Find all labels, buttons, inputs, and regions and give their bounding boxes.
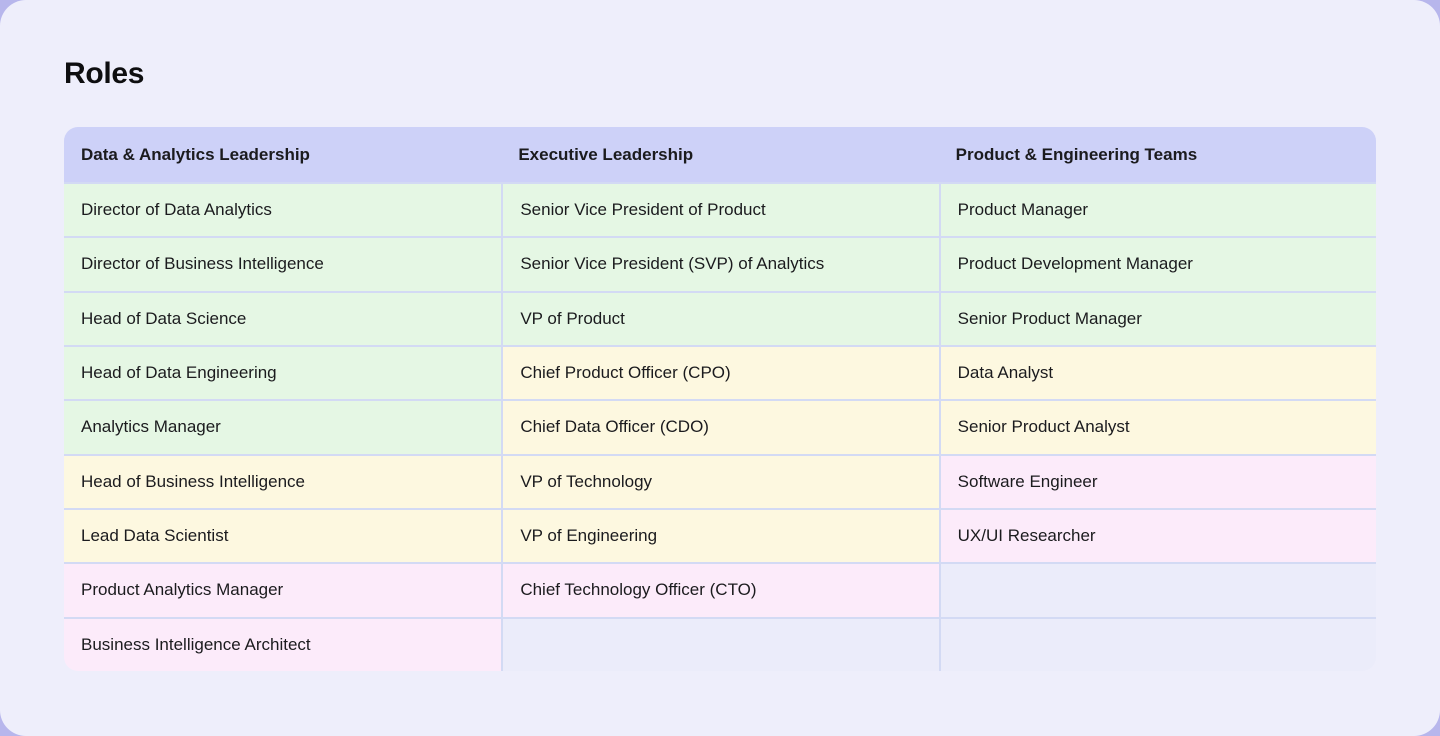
table-cell: Head of Business Intelligence [64, 453, 502, 508]
table-cell: Software Engineer [938, 453, 1376, 508]
table-row: Analytics Manager Chief Data Officer (CDO… [64, 399, 1376, 454]
table-cell: Senior Vice President (SVP) of Analytics [501, 236, 939, 291]
table-cell: Product Manager [938, 182, 1376, 237]
table-cell: VP of Product [501, 290, 939, 345]
table-cell: VP of Technology [501, 453, 939, 508]
table-cell: Head of Data Science [64, 290, 502, 345]
table-row: Lead Data Scientist VP of Engineering UX/U… [64, 507, 1376, 563]
table-row: Head of Business Intelligence VP of Techn… [64, 453, 1376, 508]
table-cell: Chief Data Officer (CDO) [501, 399, 939, 454]
table-row: Business Intelligence Architect [64, 616, 1376, 671]
table-row: Director of Data Analytics Senior Vice Pr… [64, 182, 1376, 237]
table-row: Head of Data Engineering Chief Product Of… [64, 344, 1376, 400]
table-row: Product Analytics Manager Chief Technolog… [64, 562, 1376, 617]
page-title: Roles [64, 57, 145, 90]
table-header-row: Data & Analytics Leadership Executive Le… [64, 127, 1376, 182]
table-row: Head of Data Science VP of Product Senior … [64, 290, 1376, 345]
table-cell: Chief Technology Officer (CTO) [501, 562, 939, 617]
table-cell: Head of Data Engineering [64, 344, 502, 400]
column-header-data-analytics-leadership: Data & Analytics Leadership [81, 144, 310, 164]
table-cell-empty [938, 616, 1376, 671]
table-cell: Director of Business Intelligence [64, 236, 502, 291]
table-row: Director of Business Intelligence Senior … [64, 236, 1376, 291]
table-cell: Senior Vice President of Product [501, 182, 939, 237]
table-cell: Director of Data Analytics [64, 182, 502, 237]
table-cell: Senior Product Analyst [938, 399, 1376, 454]
table-cell: Business Intelligence Architect [64, 616, 502, 671]
column-header-product-engineering-teams: Product & Engineering Teams [955, 144, 1198, 164]
table-cell: Product Development Manager [938, 236, 1376, 291]
table-cell: Lead Data Scientist [64, 507, 502, 563]
table-cell: Senior Product Manager [938, 290, 1376, 345]
roles-table: Data & Analytics Leadership Executive Le… [64, 127, 1376, 671]
table-cell-empty [938, 562, 1376, 617]
column-header-executive-leadership: Executive Leadership [518, 144, 694, 164]
table-cell-empty [501, 616, 939, 671]
table-cell: Data Analyst [938, 344, 1376, 400]
table-cell: Analytics Manager [64, 399, 502, 454]
table-body: Director of Data Analytics Senior Vice Pr… [64, 182, 1376, 671]
table-cell: Chief Product Officer (CPO) [501, 344, 939, 400]
table-cell: UX/UI Researcher [938, 507, 1376, 563]
table-cell: Product Analytics Manager [64, 562, 502, 617]
table-cell: VP of Engineering [501, 507, 939, 563]
